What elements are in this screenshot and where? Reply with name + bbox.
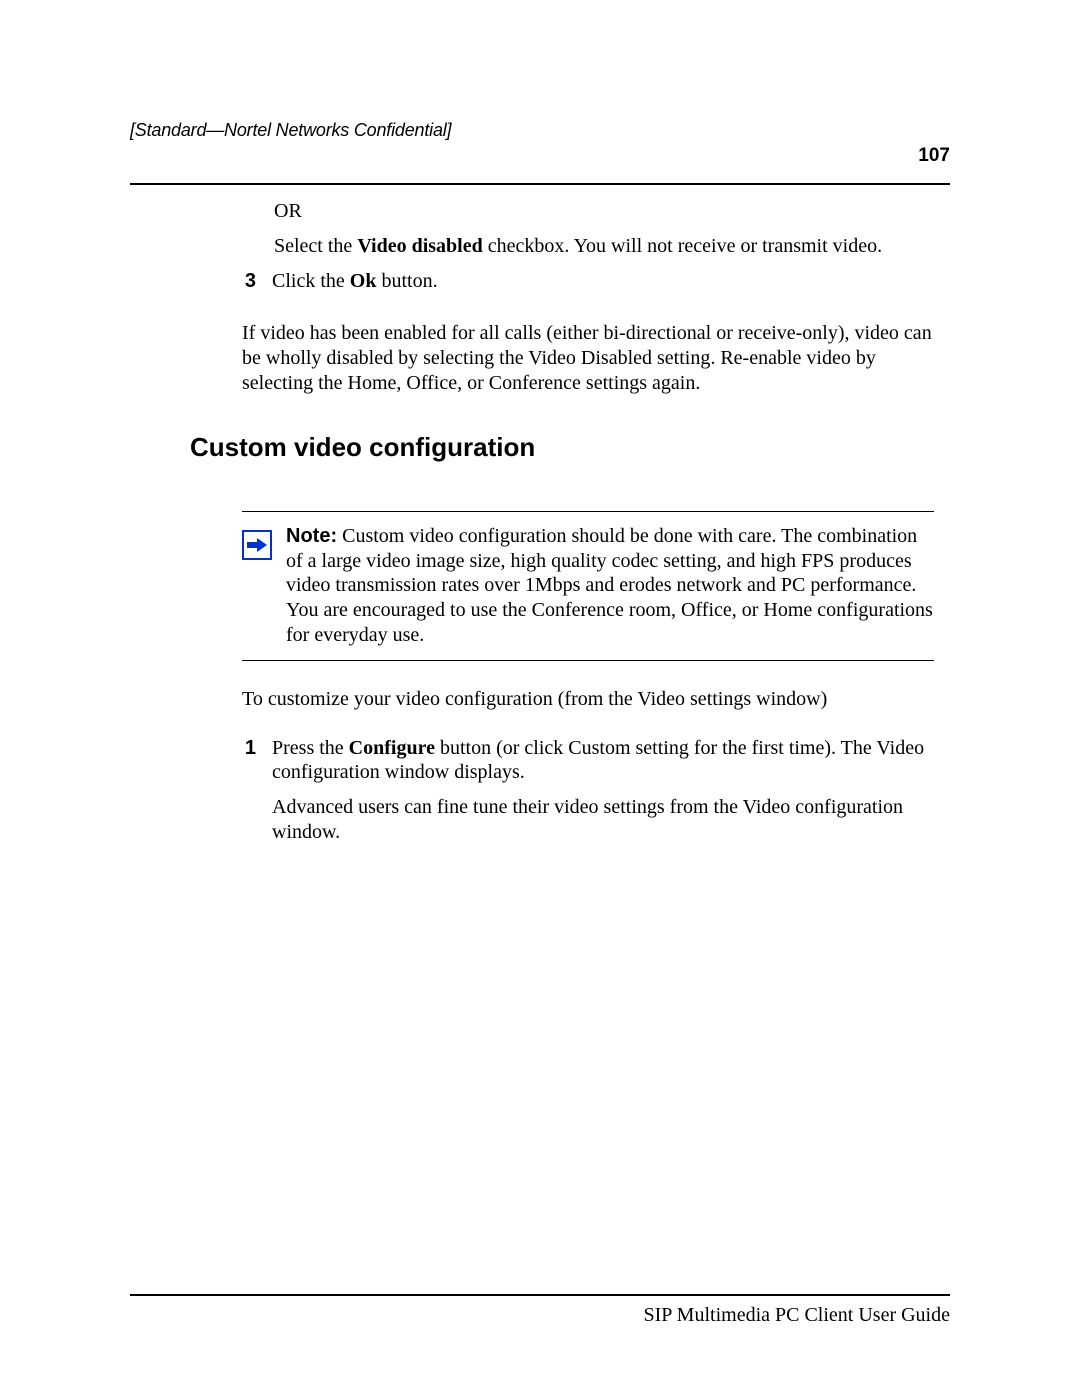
para-video-enabled-info: If video has been enabled for all calls … xyxy=(242,321,950,395)
step-3-number: 3 xyxy=(242,269,256,294)
step-1-line: Press the Configure button (or click Cus… xyxy=(272,736,950,786)
note-body: Note: Custom video configuration should … xyxy=(242,524,934,648)
note-text: Note: Custom video configuration should … xyxy=(286,524,934,648)
or-label: OR xyxy=(274,199,950,224)
note-label: Note: xyxy=(286,525,337,547)
ok-bold: Ok xyxy=(350,270,377,292)
select-video-disabled-line: Select the Video disabled checkbox. You … xyxy=(274,234,950,259)
step-3-body: Click the Ok button. xyxy=(272,269,950,294)
classification-header: [Standard—Nortel Networks Confidential] xyxy=(130,120,950,141)
step-1-prefix: Press the xyxy=(272,737,349,759)
page: [Standard—Nortel Networks Confidential] … xyxy=(0,0,1080,1397)
page-footer: SIP Multimedia PC Client User Guide xyxy=(130,1294,950,1327)
note-arrow-icon xyxy=(242,530,272,560)
step-3-prefix: Click the xyxy=(272,270,350,292)
footer-rule xyxy=(130,1294,950,1296)
video-disabled-bold: Video disabled xyxy=(357,235,482,257)
select-prefix: Select the xyxy=(274,235,357,257)
select-suffix: checkbox. You will not receive or transm… xyxy=(483,235,882,257)
note-top-rule xyxy=(242,511,934,512)
step-1-number: 1 xyxy=(242,736,256,855)
step-1-row: 1 Press the Configure button (or click C… xyxy=(242,736,950,855)
para-advanced-users: Advanced users can fine tune their video… xyxy=(272,795,950,845)
step-1-body: Press the Configure button (or click Cus… xyxy=(272,736,950,855)
main-content: OR Select the Video disabled checkbox. Y… xyxy=(242,199,950,396)
configure-bold: Configure xyxy=(349,737,435,759)
section-content: Note: Custom video configuration should … xyxy=(242,511,950,855)
step-3-suffix: button. xyxy=(376,270,437,292)
para-to-customize: To customize your video configuration (f… xyxy=(242,687,950,712)
section-heading-custom-video: Custom video configuration xyxy=(190,432,950,463)
note-paragraph: Custom video configuration should be don… xyxy=(286,525,933,646)
step-3-row: 3 Click the Ok button. xyxy=(242,269,950,294)
note-block: Note: Custom video configuration should … xyxy=(242,511,934,661)
footer-guide-title: SIP Multimedia PC Client User Guide xyxy=(130,1304,950,1327)
page-number: 107 xyxy=(130,145,950,167)
